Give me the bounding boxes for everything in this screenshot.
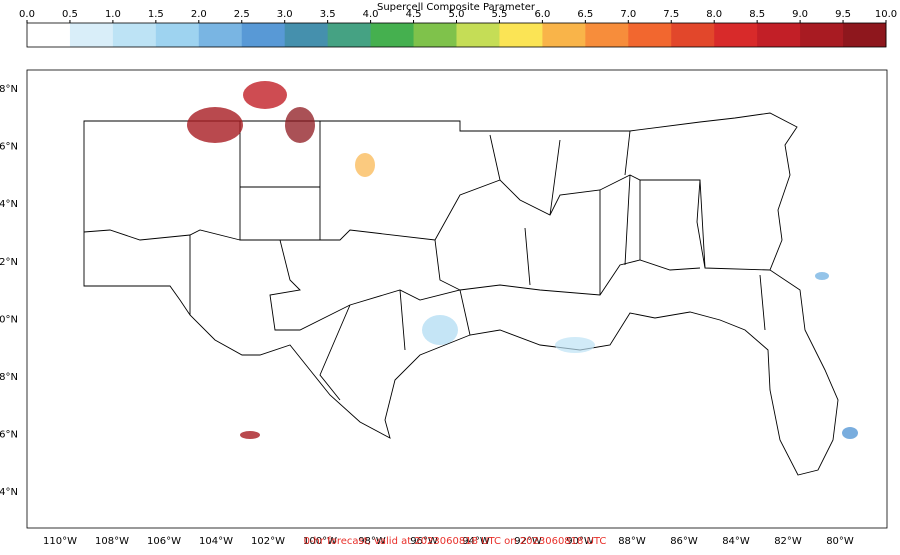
colorbar-tick-label: 4.5 <box>406 9 422 20</box>
lat-label: 8°N <box>0 84 18 95</box>
colorbar-tick-label: 9.5 <box>835 9 851 20</box>
colorbar-tick-label: 4.0 <box>363 9 379 20</box>
lon-label: 90°W <box>566 536 594 547</box>
lat-labels: 8°N 6°N 4°N 2°N 0°N 8°N 6°N 4°N <box>0 84 18 498</box>
colorbar-tick-label: 2.0 <box>191 9 207 20</box>
colorbar-segment <box>499 23 543 47</box>
lat-label: 4°N <box>0 487 18 498</box>
forecast-note: 0-hr forecast, valid at 2023060818 UTC o… <box>304 536 607 547</box>
colorbar-tick-label: 7.5 <box>663 9 679 20</box>
colorbar-tick-label: 5.0 <box>449 9 465 20</box>
lon-label: 80°W <box>826 536 854 547</box>
state-boundaries <box>83 112 839 476</box>
lat-label: 8°N <box>0 372 18 383</box>
colorbar-segment <box>370 23 415 47</box>
colorbar-segment <box>843 23 887 47</box>
lat-label: 2°N <box>0 257 18 268</box>
lon-label: 92°W <box>514 536 542 547</box>
colorbar-tick-label: 7.0 <box>620 9 636 20</box>
colorbar-segment <box>198 23 243 47</box>
colorbar-segment <box>69 23 114 47</box>
colorbar-segment <box>327 23 372 47</box>
lon-label: 102°W <box>251 536 285 547</box>
lon-label: 88°W <box>618 536 646 547</box>
colorbar-segment <box>241 23 286 47</box>
colorbar-tick-label: 0.0 <box>19 9 35 20</box>
colorbar-segment <box>757 23 801 47</box>
lon-label: 96°W <box>410 536 438 547</box>
lon-labels: 110°W 108°W 106°W 104°W 102°W 100°W 98°W 96°W 94… <box>43 536 854 547</box>
colorbar-segment <box>714 23 758 47</box>
colorbar-tick-label: 8.0 <box>706 9 722 20</box>
field-blobs <box>187 81 858 439</box>
lat-label: 0°N <box>0 314 18 325</box>
lat-label: 6°N <box>0 142 18 153</box>
lon-label: 86°W <box>670 536 698 547</box>
colorbar-tick-label: 8.5 <box>749 9 765 20</box>
colorbar-tick-label: 3.0 <box>277 9 293 20</box>
colorbar-segment <box>413 23 457 47</box>
colorbar-segment <box>112 23 157 47</box>
colorbar-frame <box>26 22 887 48</box>
lon-label: 84°W <box>722 536 750 547</box>
colorbar-tick-label: 0.5 <box>62 9 78 20</box>
colorbar-title: Supercell Composite Parameter <box>377 2 536 13</box>
lon-label: 100°W <box>303 536 337 547</box>
colorbar: 0.0 0.5 1.0 1.5 2.0 2.5 3.0 3.5 4.0 4.5 5.0 5.5 6.0 6… <box>19 9 897 47</box>
colorbar-tick-label: 3.5 <box>320 9 336 20</box>
colorbar-segment <box>671 23 715 47</box>
colorbar-segment <box>284 23 329 47</box>
colorbar-segment <box>628 23 672 47</box>
colorbar-segment <box>456 23 500 47</box>
colorbar-segment <box>155 23 200 47</box>
map-frame <box>26 69 888 529</box>
colorbar-tick-label: 10.0 <box>875 9 897 20</box>
lon-label: 106°W <box>147 536 181 547</box>
colorbar-tick-label: 9.0 <box>792 9 808 20</box>
lon-label: 82°W <box>774 536 802 547</box>
colorbar-tick-label: 5.5 <box>491 9 507 20</box>
colorbar-segment <box>800 23 844 47</box>
lon-label: 110°W <box>43 536 77 547</box>
colorbar-tick-label: 1.5 <box>148 9 164 20</box>
lon-label: 104°W <box>199 536 233 547</box>
lon-label: 94°W <box>462 536 490 547</box>
lon-label: 108°W <box>95 536 129 547</box>
colorbar-segment <box>542 23 586 47</box>
colorbar-tick-label: 1.0 <box>105 9 121 20</box>
lon-label: 98°W <box>358 536 386 547</box>
colorbar-segment <box>585 23 629 47</box>
lat-label: 6°N <box>0 430 18 441</box>
colorbar-tick-label: 2.5 <box>234 9 250 20</box>
colorbar-tick-label: 6.0 <box>534 9 550 20</box>
colorbar-tick-label: 6.5 <box>577 9 593 20</box>
colorbar-segment <box>27 23 71 47</box>
lat-label: 4°N <box>0 199 18 210</box>
